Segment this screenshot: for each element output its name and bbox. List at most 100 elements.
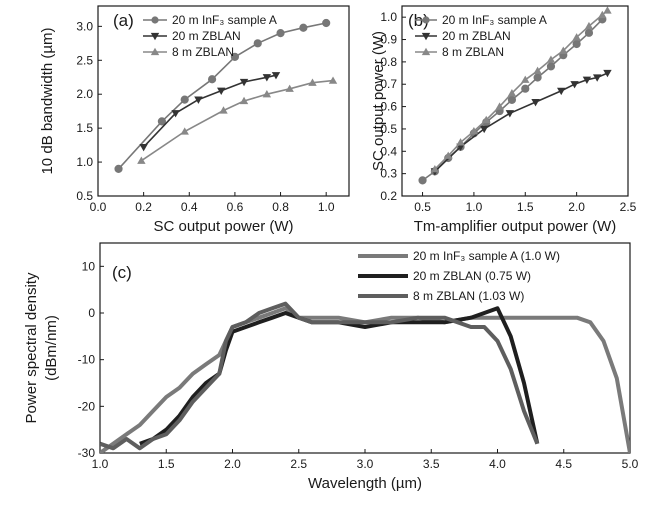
data-point — [495, 102, 504, 110]
series-0 — [100, 306, 630, 453]
legend-entry: 8 m ZBLAN — [415, 45, 504, 59]
x-tick-label: 0.2 — [135, 200, 152, 214]
y-tick-label: 0.4 — [380, 144, 397, 158]
data-point — [299, 23, 308, 32]
legend-label: 20 m InF₃ sample A — [442, 13, 547, 27]
y-tick-label: 1.5 — [76, 121, 93, 135]
y-tick-label: 0.3 — [380, 167, 397, 181]
legend-label: 20 m ZBLAN (0.75 W) — [413, 269, 531, 283]
y-tick-label: 3.0 — [76, 19, 93, 33]
y-axis-label: 10 dB bandwidth (µm) — [39, 27, 56, 174]
y-tick-label: 0.2 — [380, 189, 397, 203]
data-point — [262, 74, 272, 82]
data-point — [239, 96, 249, 105]
data-point — [507, 88, 517, 97]
legend-marker — [422, 16, 430, 24]
data-point — [521, 75, 530, 83]
data-point — [285, 84, 294, 92]
panel-label: (c) — [112, 263, 132, 282]
legend-entry: 8 m ZBLAN — [143, 45, 234, 59]
data-point — [418, 176, 427, 185]
series-line — [139, 306, 540, 446]
y-tick-label: 0 — [88, 306, 95, 320]
series-1 — [139, 72, 281, 152]
y-tick-label: 0.5 — [76, 189, 93, 203]
series-2 — [137, 76, 338, 164]
x-tick-label: 2.5 — [290, 457, 307, 471]
legend-entry: 20 m ZBLAN (0.75 W) — [358, 269, 531, 283]
legend-label: 8 m ZBLAN (1.03 W) — [413, 289, 524, 303]
data-point — [592, 74, 602, 82]
data-point — [276, 29, 285, 38]
legend-label: 20 m ZBLAN — [172, 29, 241, 43]
y-axis-label: Power spectral density — [23, 272, 40, 423]
data-point — [262, 90, 272, 98]
data-point — [533, 73, 542, 82]
data-point — [546, 62, 556, 71]
data-point — [308, 78, 317, 86]
data-point — [582, 76, 592, 84]
series-line — [143, 74, 277, 148]
data-point — [456, 138, 465, 146]
data-point — [557, 87, 566, 96]
x-tick-label: 3.0 — [357, 457, 374, 471]
data-point — [469, 126, 479, 135]
legend-marker — [151, 16, 159, 24]
x-tick-label: 2.0 — [568, 200, 585, 214]
data-point — [521, 84, 530, 93]
x-tick-label: 0.0 — [90, 200, 107, 214]
data-point — [322, 18, 331, 28]
x-tick-label: 5.0 — [622, 457, 639, 471]
data-point — [603, 6, 612, 14]
data-point — [559, 46, 568, 54]
data-point — [430, 164, 440, 173]
data-point — [584, 21, 594, 30]
panel-a: 0.0 0.2 0.4 0.6 0.8 1.0 0.5 1.0 1.5 2.0 2.5 3.0 SC o… — [39, 5, 350, 235]
data-point — [479, 125, 489, 134]
data-point — [180, 127, 189, 135]
legend-entry: 20 m ZBLAN — [143, 29, 241, 43]
series-line — [100, 301, 540, 451]
y-tick-label: 0.9 — [380, 33, 397, 47]
data-point — [572, 39, 581, 49]
x-tick-label: 1.0 — [466, 200, 483, 214]
data-point — [584, 28, 594, 37]
data-point — [507, 95, 517, 104]
y-tick-label: 2.0 — [76, 87, 93, 101]
data-point — [570, 81, 579, 89]
x-tick-label: 1.0 — [92, 457, 109, 471]
x-tick-label: 1.5 — [158, 457, 175, 471]
x-tick-label: 0.6 — [227, 200, 244, 214]
data-point — [171, 110, 180, 118]
data-point — [139, 143, 148, 152]
legend-label: 20 m ZBLAN — [442, 29, 511, 43]
y-tick-label: 0.8 — [380, 55, 397, 69]
series-2 — [430, 6, 612, 173]
data-point — [137, 156, 146, 164]
data-point — [207, 75, 217, 84]
x-tick-label: 2.5 — [620, 200, 637, 214]
data-point — [219, 106, 228, 114]
data-point — [546, 55, 556, 63]
data-point — [253, 39, 262, 48]
legend-label: 8 m ZBLAN — [442, 45, 504, 59]
x-tick-label: 1.5 — [517, 200, 534, 214]
legend-marker — [150, 47, 160, 56]
series-1 — [139, 306, 540, 446]
y-tick-label: 1.0 — [380, 10, 397, 24]
data-point — [533, 66, 542, 74]
legend-label: 20 m InF₃ sample A (1.0 W) — [413, 249, 560, 263]
legend-entry: 20 m ZBLAN — [415, 29, 511, 43]
y-axis-label: (dBm/nm) — [43, 315, 60, 381]
plot-frame — [97, 5, 350, 197]
series-1 — [430, 69, 612, 176]
panel-label: (a) — [113, 11, 134, 30]
legend-label: 20 m InF₃ sample A — [172, 13, 277, 27]
data-point — [603, 69, 612, 78]
data-point — [572, 33, 581, 41]
series-0 — [114, 18, 331, 173]
data-point — [180, 95, 189, 104]
y-tick-label: 10 — [82, 259, 96, 273]
data-point — [328, 76, 338, 84]
y-tick-label: -10 — [78, 353, 96, 367]
